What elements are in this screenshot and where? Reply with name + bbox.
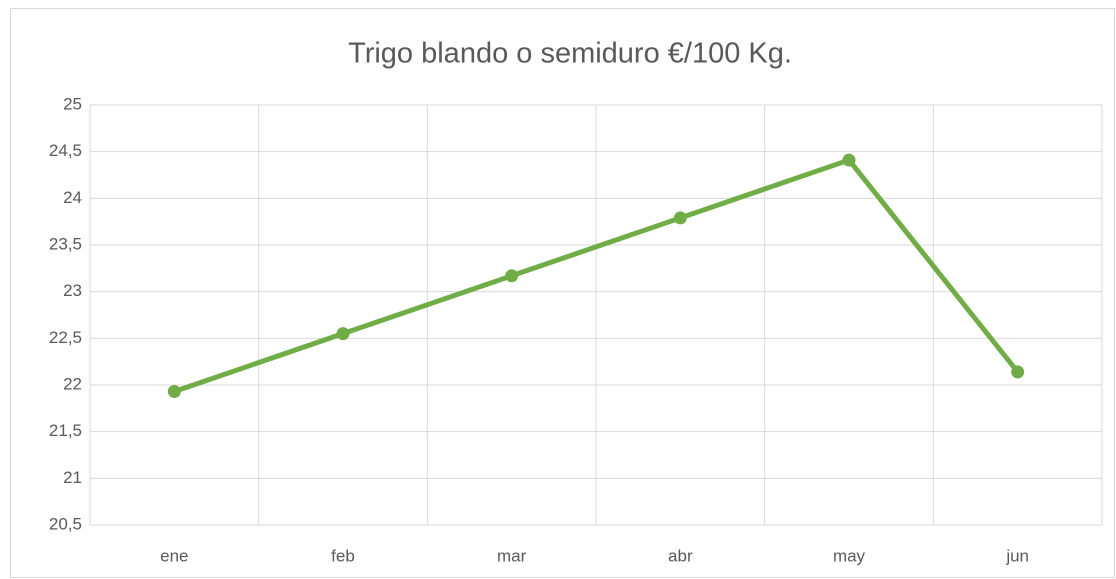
chart-frame bbox=[10, 8, 1115, 578]
x-tick-label: ene bbox=[160, 546, 188, 565]
marker bbox=[505, 269, 519, 283]
y-tick-label: 23 bbox=[63, 281, 82, 300]
y-tick-label: 21,5 bbox=[49, 421, 82, 440]
x-tick-label: jun bbox=[1005, 546, 1029, 565]
y-tick-label: 20,5 bbox=[49, 514, 82, 533]
x-tick-label: may bbox=[833, 546, 866, 565]
x-tick-label: abr bbox=[668, 546, 693, 565]
marker bbox=[167, 385, 181, 399]
y-tick-label: 25 bbox=[63, 94, 82, 113]
marker bbox=[336, 327, 350, 341]
y-tick-label: 24 bbox=[63, 188, 82, 207]
marker bbox=[1011, 365, 1025, 379]
x-tick-label: mar bbox=[497, 546, 527, 565]
y-tick-label: 22,5 bbox=[49, 328, 82, 347]
x-tick-label: feb bbox=[331, 546, 355, 565]
marker bbox=[673, 211, 687, 225]
chart-title: Trigo blando o semiduro €/100 Kg. bbox=[348, 38, 792, 70]
y-tick-label: 21 bbox=[63, 468, 82, 487]
y-tick-label: 24,5 bbox=[49, 141, 82, 160]
y-tick-label: 22 bbox=[63, 374, 82, 393]
y-tick-label: 23,5 bbox=[49, 234, 82, 253]
line bbox=[173, 157, 1020, 394]
marker bbox=[842, 153, 856, 167]
